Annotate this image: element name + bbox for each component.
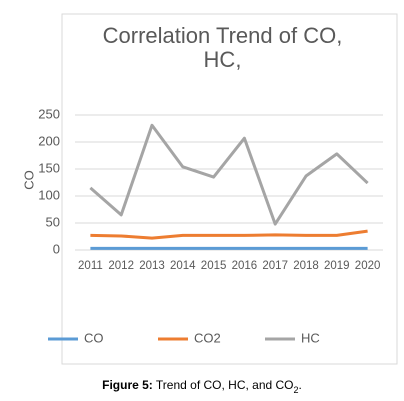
x-tick-label: 2018	[293, 260, 319, 272]
y-tick-label: 250	[38, 106, 60, 121]
x-tick-label: 2012	[108, 260, 134, 272]
x-tick-label: 2015	[201, 260, 227, 272]
chart-border	[61, 13, 398, 365]
y-tick-label: 100	[38, 187, 60, 202]
caption-subscript: 2	[294, 385, 299, 395]
x-tick-label: 2017	[262, 260, 288, 272]
y-tick-label: 200	[38, 133, 60, 148]
caption-label: Figure 5:	[102, 378, 153, 392]
legend-label: CO2	[194, 330, 221, 345]
y-tick-label: 150	[38, 160, 60, 175]
legend-label: HC	[301, 330, 320, 345]
y-tick-label: 0	[53, 241, 60, 256]
x-tick-label: 2020	[355, 260, 381, 272]
series-line	[89, 123, 369, 226]
caption: Figure 5: Trend of CO, HC, and CO2.	[102, 378, 302, 395]
y-tick-label: 50	[46, 214, 60, 229]
x-tick-label: 2014	[170, 260, 196, 272]
series-line	[90, 229, 368, 240]
x-tick-label: 2016	[232, 260, 258, 272]
y-axis-title: CO	[21, 170, 36, 190]
caption-text: Trend of CO, HC, and CO	[153, 378, 294, 392]
caption-end: .	[299, 378, 302, 392]
legend-label: CO	[84, 330, 104, 345]
chart-title: Correlation Trend of CO, HC,	[102, 23, 343, 72]
x-tick-label: 2019	[324, 260, 350, 272]
x-tick-label: 2011	[78, 260, 103, 272]
x-tick-label: 2013	[139, 260, 165, 272]
